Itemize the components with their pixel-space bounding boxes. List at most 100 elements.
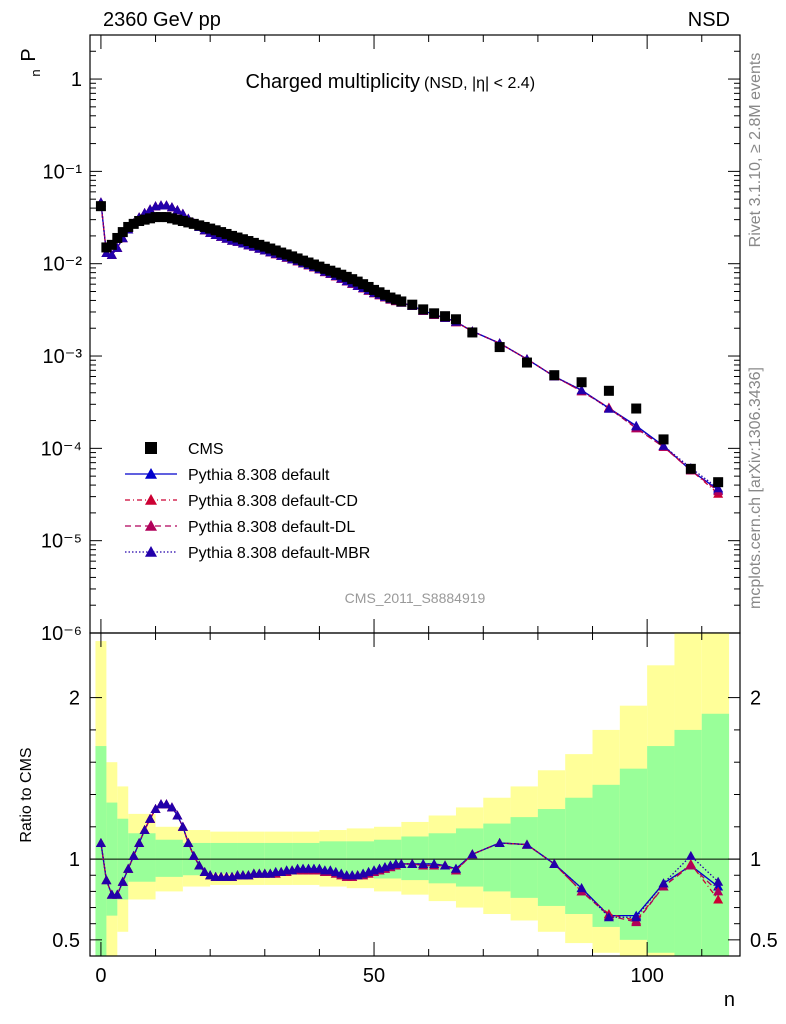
cms-point [385, 292, 396, 303]
cms-point [363, 281, 374, 292]
cms-point [494, 342, 505, 353]
marker-mbr [658, 440, 669, 450]
cms-point [549, 370, 560, 381]
header-left: 2360 GeV pp [103, 9, 221, 31]
top-y-tick-label: 10⁻¹ [43, 161, 83, 183]
cms-point [101, 242, 112, 253]
band-green-bin [537, 809, 566, 906]
legend-label: Pythia 8.308 default-CD [188, 493, 358, 510]
bottom-y-tick-label-right: 1 [750, 849, 761, 871]
top-y-tick-label: 10⁻⁵ [41, 531, 82, 553]
bottom-y-tick-label-right: 2 [750, 688, 761, 710]
top-series [95, 197, 724, 498]
cms-point [292, 253, 303, 264]
marker-mbr [713, 483, 724, 493]
ratio-marker-mbr [123, 863, 134, 873]
chart-title-sub: (NSD, |η| < 2.4) [424, 75, 535, 92]
band-green-bin [619, 768, 648, 940]
ratio-marker-mbr [112, 889, 123, 899]
side-text-top: Rivet 3.1.10, ≥ 2.8M events [747, 53, 764, 248]
cms-point [713, 477, 724, 488]
top-y-axis-label: P [18, 48, 40, 61]
cms-point [254, 239, 265, 250]
cms-point [374, 287, 385, 298]
ratio-marker-mbr [314, 863, 325, 873]
band-green-bin [210, 842, 238, 874]
cms-point [341, 271, 352, 282]
cms-point [156, 212, 167, 223]
cms-point [259, 241, 270, 252]
ratio-marker-mbr [396, 858, 407, 868]
cms-point [429, 308, 440, 319]
cms-point [281, 249, 292, 260]
band-green-bin [483, 823, 511, 892]
top-y-ticks: 1 10⁻¹ 10⁻² 10⁻³ 10⁻⁴ 10⁻⁵ 10⁻⁶ [41, 34, 740, 645]
cms-point [347, 274, 358, 285]
marker-mbr [576, 385, 587, 395]
cms-point [685, 463, 696, 474]
cms-point [336, 269, 347, 280]
cms-point [358, 279, 369, 290]
cms-point [205, 223, 216, 234]
band-green-bin [674, 729, 702, 956]
ratio-marker-mbr [407, 858, 418, 868]
x-tick-label: 50 [363, 965, 385, 987]
ratio-marker-mbr [95, 837, 106, 847]
ratio-marker-mbr [325, 865, 336, 875]
ratio-marker-mbr [713, 876, 724, 886]
top-y-axis-label-sub: n [28, 69, 43, 76]
ratio-marker-mbr [205, 870, 216, 880]
cms-point [106, 239, 117, 250]
ratio-marker-mbr [128, 850, 139, 860]
cms-point [232, 232, 243, 243]
ratio-marker-mbr [139, 825, 150, 835]
cms-point [407, 299, 418, 310]
ratio-marker-mbr [150, 804, 161, 814]
ratio-marker-mbr [166, 802, 177, 812]
legend-label: Pythia 8.308 default [188, 467, 330, 484]
cms-point [177, 216, 188, 227]
ratio-marker-mbr [549, 858, 560, 868]
cms-point [265, 243, 276, 254]
bottom-y-ticks: 0.5 0.5 1 1 2 2 [52, 688, 778, 952]
header-right: NSD [688, 9, 730, 31]
band-green-bin [510, 817, 538, 898]
bottom-series [95, 799, 724, 927]
cms-point [450, 314, 461, 325]
cms-point [319, 263, 330, 274]
cms-point [210, 225, 221, 236]
ratio-marker-mbr [603, 912, 614, 922]
cms-point [112, 232, 123, 243]
ratio-marker-mbr [183, 837, 194, 847]
cms-point [418, 304, 429, 315]
ratio-marker-mbr [336, 868, 347, 878]
cms-point [287, 251, 298, 262]
cms-point [95, 201, 106, 212]
ratio-marker-mbr [177, 821, 188, 831]
cms-point [440, 311, 451, 322]
top-panel: 1 10⁻¹ 10⁻² 10⁻³ 10⁻⁴ 10⁻⁵ 10⁻⁶ Charged multip… [18, 34, 741, 645]
ratio-marker-mbr [467, 849, 478, 859]
ratio-marker-mbr [440, 860, 451, 870]
marker-mbr [161, 200, 172, 210]
legend-marker-cd [145, 494, 157, 505]
cms-point [314, 261, 325, 272]
cms-point [150, 212, 161, 223]
top-y-tick-label: 10⁻² [43, 254, 83, 276]
band-green-bin [95, 746, 107, 956]
marker-mbr [172, 205, 183, 215]
cms-point [248, 237, 259, 248]
band-green-bin [401, 836, 429, 881]
cms-point [576, 377, 587, 388]
cms-point [270, 245, 281, 256]
ratio-marker-mbr [429, 858, 440, 868]
cms-point [188, 218, 199, 229]
ratio-marker-mbr [631, 912, 642, 922]
cms-point [658, 434, 669, 445]
bottom-x-ticks: 0 50 100 [95, 633, 703, 987]
top-y-tick-label: 10⁻³ [43, 346, 83, 368]
cms-point [145, 213, 156, 224]
cms-point [631, 403, 642, 414]
top-y-tick-label: 10⁻⁴ [41, 438, 82, 460]
ratio-marker-mbr [658, 878, 669, 888]
